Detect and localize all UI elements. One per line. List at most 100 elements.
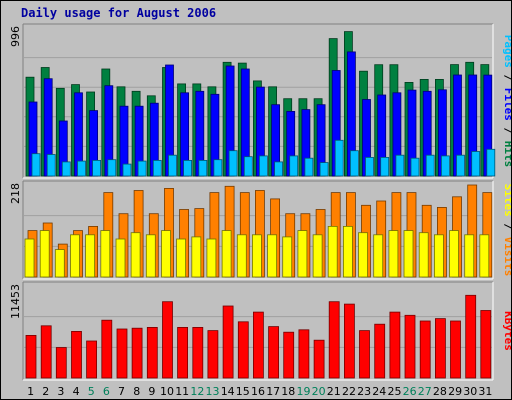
bar-pages-day-23 [365, 156, 374, 177]
bar-kbytes-day-7 [116, 328, 128, 379]
bar-sites-day-29 [449, 230, 459, 278]
bar-pages-day-26 [410, 157, 420, 177]
bar-pages-day-14 [228, 150, 238, 177]
bar-kbytes-day-13 [207, 330, 219, 379]
bar-pages-day-27 [425, 154, 435, 177]
bar-pages-day-4 [77, 160, 86, 177]
bar-sites-day-2 [39, 230, 50, 278]
bar-sites-day-14 [221, 230, 232, 278]
bar-kbytes-day-5 [86, 340, 97, 379]
panel-series-label: Sites / Visits [502, 184, 511, 277]
bar-sites-day-23 [358, 232, 368, 278]
bar-pages-day-5 [92, 159, 101, 177]
bar-sites-day-30 [464, 234, 475, 278]
bar-kbytes-day-11 [177, 326, 189, 379]
bar-kbytes-day-10 [162, 301, 173, 379]
day-label-7: 7 [118, 385, 125, 398]
bar-kbytes-day-21 [328, 301, 340, 379]
day-label-21: 21 [327, 385, 341, 398]
panel-max-label: 11453 [9, 284, 22, 319]
series-label-part: / [502, 217, 511, 237]
day-label-15: 15 [236, 385, 250, 398]
bar-sites-day-5 [85, 234, 95, 278]
bar-pages-day-18 [289, 155, 299, 177]
day-label-30: 30 [463, 385, 477, 398]
bar-sites-day-7 [115, 238, 126, 278]
bar-kbytes-day-17 [268, 326, 280, 379]
bar-pages-day-13 [213, 159, 223, 177]
bar-pages-day-21 [334, 139, 344, 177]
panel-kbytes: 11453 KBytes [9, 281, 511, 381]
bar-kbytes-day-3 [55, 347, 67, 379]
bar-kbytes-day-4 [71, 330, 82, 379]
bar-kbytes-day-28 [434, 318, 446, 379]
day-label-11: 11 [175, 385, 189, 398]
day-label-29: 29 [448, 385, 462, 398]
bar-pages-day-7 [122, 163, 132, 177]
day-label-26: 26 [403, 385, 417, 398]
bar-sites-day-3 [54, 249, 65, 278]
bar-pages-day-3 [61, 161, 71, 177]
series-label-part: Sites [502, 184, 511, 217]
bar-pages-day-25 [395, 154, 405, 177]
bar-sites-day-24 [373, 234, 384, 278]
bar-sites-day-10 [161, 230, 171, 278]
bar-kbytes-day-31 [480, 310, 492, 379]
bar-kbytes-day-2 [40, 325, 52, 379]
bar-pages-day-15 [243, 156, 253, 177]
bar-sites-day-8 [130, 232, 141, 278]
series-label-part: Files [502, 88, 511, 121]
bar-pages-day-22 [349, 150, 359, 177]
day-label-13: 13 [206, 385, 220, 398]
day-label-10: 10 [160, 385, 174, 398]
bar-sites-day-12 [191, 236, 202, 278]
bar-kbytes-day-30 [465, 294, 477, 379]
bar-sites-day-20 [312, 234, 323, 278]
bar-kbytes-day-6 [101, 319, 113, 379]
bar-kbytes-day-9 [146, 326, 158, 379]
panel-max-label: 996 [9, 26, 22, 47]
bar-kbytes-day-27 [419, 320, 431, 379]
day-label-17: 17 [266, 385, 280, 398]
panel-max-label: 218 [9, 183, 22, 204]
bar-sites-day-9 [145, 234, 156, 278]
bar-pages-day-2 [46, 154, 56, 177]
bar-kbytes-day-12 [192, 326, 204, 379]
bar-pages-day-1 [31, 153, 41, 177]
day-label-16: 16 [251, 385, 265, 398]
bar-kbytes-day-16 [252, 311, 264, 379]
day-label-2: 2 [42, 385, 49, 398]
day-label-24: 24 [372, 385, 386, 398]
bar-pages-day-9 [152, 159, 162, 177]
panel-hits-files-pages: 996 Pages / Files / Hits [9, 23, 511, 179]
bar-sites-day-18 [282, 236, 293, 278]
bar-sites-day-6 [100, 230, 111, 278]
bar-kbytes-day-20 [313, 339, 325, 379]
day-label-19: 19 [297, 385, 311, 398]
day-label-25: 25 [388, 385, 402, 398]
bar-pages-day-24 [380, 156, 390, 177]
bar-sites-day-4 [70, 234, 80, 278]
bar-sites-day-1 [24, 238, 35, 278]
bar-kbytes-day-25 [389, 311, 401, 379]
bar-pages-day-19 [304, 157, 314, 177]
bar-sites-day-22 [342, 225, 353, 278]
day-label-14: 14 [221, 385, 235, 398]
day-label-31: 31 [478, 385, 492, 398]
day-axis: 1 2 3 4 5 6 7 8 9 10 11 12 13 14 15 16 17 18 19 20 21 22 23 24 2… [27, 385, 492, 398]
bar-sites-day-27 [418, 232, 429, 278]
chart-panels: 996 Pages / Files / Hits 218 Sites / Visits… [9, 23, 511, 381]
day-label-8: 8 [133, 385, 140, 398]
bar-pages-day-31 [486, 148, 496, 177]
bar-pages-day-28 [440, 155, 450, 177]
series-label-part: KBytes [502, 311, 511, 351]
bar-pages-day-11 [183, 159, 193, 177]
day-label-27: 27 [418, 385, 432, 398]
series-label-part: Pages [502, 35, 511, 68]
panel-series-label: Pages / Files / Hits [502, 35, 511, 168]
day-label-3: 3 [57, 385, 64, 398]
panel-visits-sites: 218 Sites / Visits [9, 180, 511, 280]
bar-pages-day-16 [258, 155, 268, 177]
bar-sites-day-19 [297, 230, 308, 278]
